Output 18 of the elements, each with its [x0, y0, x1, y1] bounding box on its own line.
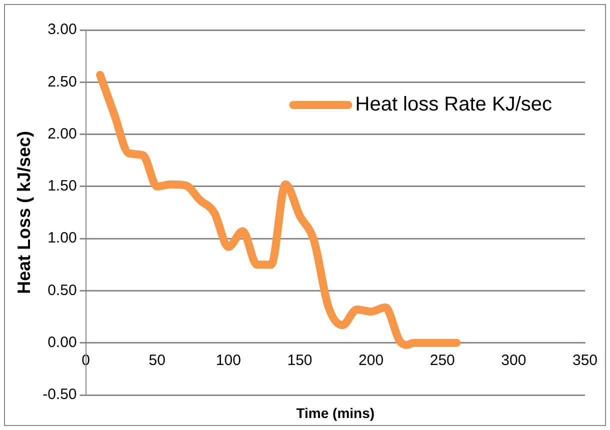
- x-tick-label: 350: [572, 352, 598, 369]
- y-tick-label: 1.50: [48, 178, 77, 195]
- x-tick-label: 100: [216, 352, 241, 369]
- y-tick-label: 3.00: [48, 21, 77, 38]
- y-tick-label: 0.00: [48, 334, 77, 351]
- y-tick-label: 1.00: [48, 230, 77, 247]
- legend-label: Heat loss Rate KJ/sec: [355, 94, 552, 116]
- y-tick-label: -0.50: [42, 386, 77, 404]
- x-tick-label: 50: [148, 352, 166, 369]
- y-tick-label: 0.50: [48, 282, 77, 299]
- y-axis-title: Heat Loss ( kJ/sec): [14, 130, 34, 294]
- x-tick-label: 300: [501, 352, 526, 369]
- x-axis-title: Time (mins): [296, 404, 375, 421]
- x-tick-label: 150: [287, 352, 312, 369]
- x-tick-label: 200: [358, 352, 384, 369]
- y-tick-label: 2.00: [48, 125, 77, 142]
- x-tick-label: 250: [430, 352, 455, 369]
- y-tick-label: 2.50: [48, 73, 77, 90]
